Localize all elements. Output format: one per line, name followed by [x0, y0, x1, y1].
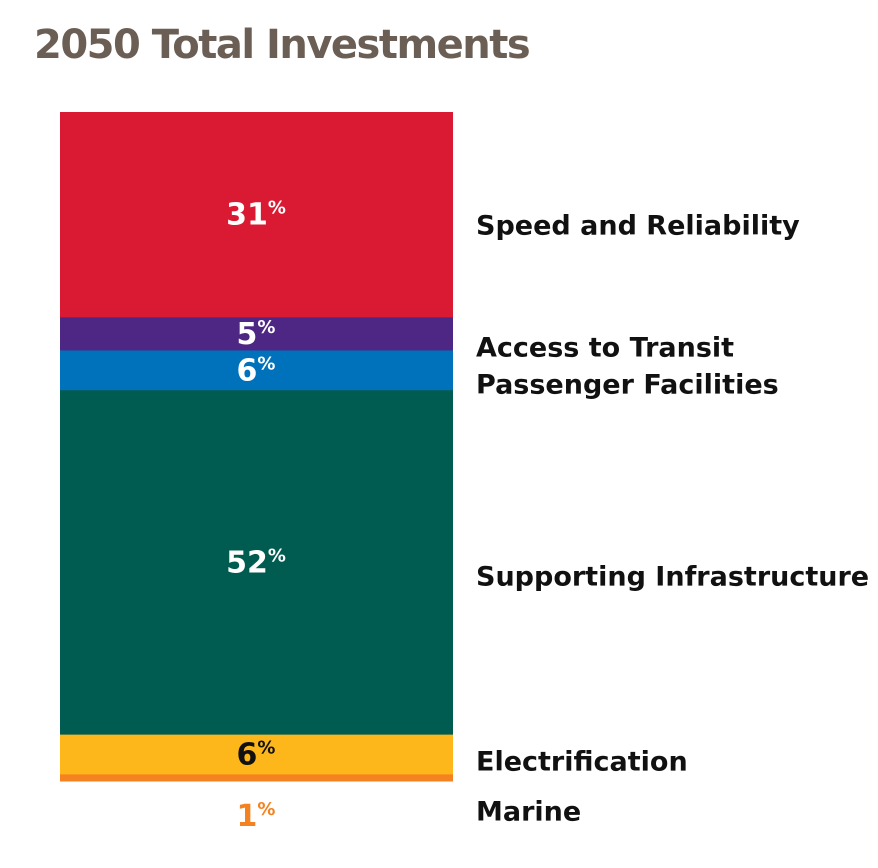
category-label-supporting-infrastructure: Supporting Infrastructure	[476, 562, 869, 593]
value-number: 1	[237, 799, 258, 834]
value-label-access-to-transit: 5%	[237, 316, 276, 351]
category-label-access-to-transit: Access to Transit	[476, 333, 734, 364]
value-label-supporting-infrastructure: 52%	[226, 545, 286, 580]
value-number: 6	[237, 353, 258, 388]
category-label-speed-and-reliability: Speed and Reliability	[476, 211, 800, 242]
bar-segment-access-to-transit	[60, 317, 453, 351]
percent-sign: %	[268, 197, 286, 218]
value-label-passenger-facilities: 6%	[237, 353, 276, 388]
category-label-marine: Marine	[476, 797, 581, 828]
bar-segments	[60, 112, 453, 782]
category-labels: Speed and Reliability Access to Transit Pa…	[476, 211, 869, 828]
value-label-marine: 1%	[237, 799, 276, 834]
percent-sign: %	[257, 737, 275, 758]
value-number: 31	[226, 197, 268, 232]
value-label-electrification: 6%	[237, 737, 276, 772]
segment-value-labels: 31%5%6%52%6%1%	[226, 197, 286, 833]
percent-sign: %	[268, 545, 286, 566]
bar-segment-passenger-facilities	[60, 350, 453, 391]
bar-segment-marine	[60, 774, 453, 782]
bar-segment-speed-and-reliability	[60, 112, 453, 318]
percent-sign: %	[257, 353, 275, 374]
bar-segment-supporting-infrastructure	[60, 390, 453, 736]
value-number: 6	[237, 737, 258, 772]
category-label-electrification: Electrification	[476, 747, 688, 778]
percent-sign: %	[257, 799, 275, 820]
percent-sign: %	[257, 316, 275, 337]
value-number: 52	[226, 545, 268, 580]
chart-title: 2050 Total Investments	[34, 22, 531, 68]
bar-segment-electrification	[60, 734, 453, 775]
category-label-passenger-facilities: Passenger Facilities	[476, 370, 779, 401]
value-number: 5	[237, 316, 258, 351]
value-label-speed-and-reliability: 31%	[226, 197, 286, 232]
